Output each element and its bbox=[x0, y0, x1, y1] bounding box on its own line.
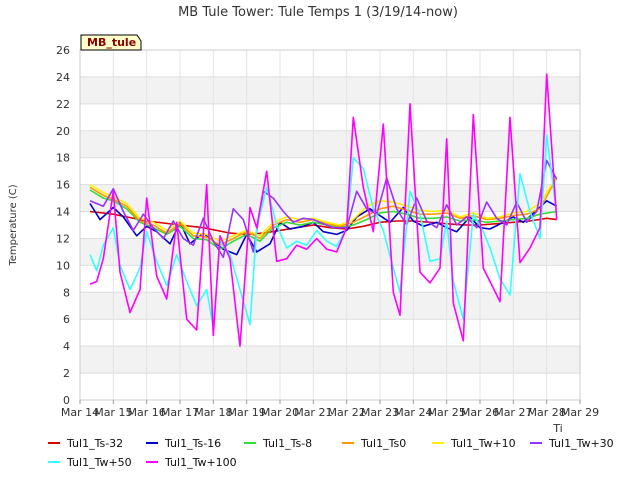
plot-band bbox=[80, 130, 580, 158]
series-line-tul1-tw-100 bbox=[89, 73, 558, 348]
series-lines bbox=[89, 73, 558, 348]
x-tick-label: Mar 19 bbox=[228, 406, 266, 419]
plot-band bbox=[80, 292, 580, 320]
plot-band bbox=[80, 157, 580, 185]
y-tick-label: 24 bbox=[56, 71, 70, 84]
y-tick-label: 20 bbox=[56, 125, 70, 138]
x-tick-label: Mar 26 bbox=[461, 406, 499, 419]
x-tick-label: Mar 28 bbox=[528, 406, 566, 419]
x-tick-label: Mar 14 bbox=[61, 406, 99, 419]
y-tick-label: 8 bbox=[63, 286, 70, 299]
plot-band bbox=[80, 319, 580, 347]
y-tick-label: 10 bbox=[56, 259, 70, 272]
y-axis-label: Temperature (C) bbox=[8, 184, 19, 266]
x-tick-label: Mar 18 bbox=[194, 406, 232, 419]
y-tick-label: 18 bbox=[56, 152, 70, 165]
x-tick-label: Mar 24 bbox=[394, 406, 432, 419]
legend-label: Tul1_Ts-8 bbox=[262, 437, 312, 450]
badge-shape bbox=[80, 34, 142, 51]
y-tick-label: 6 bbox=[63, 313, 70, 326]
x-tick-label: Mar 22 bbox=[328, 406, 366, 419]
y-tick-label: 0 bbox=[63, 394, 70, 407]
x-axis-label: Ti bbox=[552, 422, 562, 435]
plot-band bbox=[80, 373, 580, 400]
plot-band bbox=[80, 76, 580, 104]
legend-label: Tul1_Tw+50 bbox=[66, 456, 132, 469]
y-tick-label: 2 bbox=[63, 367, 70, 380]
badge-label: MB_tule bbox=[87, 36, 136, 49]
series-line-tul1-tw-10 bbox=[89, 176, 558, 242]
plot-band bbox=[80, 184, 580, 212]
y-tick-label: 12 bbox=[56, 232, 70, 245]
legend-label: Tul1_Ts0 bbox=[360, 437, 406, 450]
plot-band bbox=[80, 346, 580, 374]
x-tick-label: Mar 15 bbox=[94, 406, 132, 419]
chart-title: MB Tule Tower: Tule Temps 1 (3/19/14-now… bbox=[178, 5, 458, 20]
series-line-tul1-ts-8 bbox=[89, 189, 557, 250]
legend-label: Tul1_Tw+30 bbox=[548, 437, 614, 450]
legend-label: Tul1_Tw+10 bbox=[450, 437, 516, 450]
series-line-tul1-tw-50 bbox=[89, 134, 558, 329]
y-tick-label: 16 bbox=[56, 179, 70, 192]
x-tick-label: Mar 29 bbox=[561, 406, 599, 419]
legend-label: Tul1_Ts-32 bbox=[66, 437, 123, 450]
plot-frame bbox=[79, 49, 581, 401]
y-tick-label: 14 bbox=[56, 206, 70, 219]
x-tick-label: Mar 17 bbox=[161, 406, 199, 419]
x-tick-label: Mar 25 bbox=[428, 406, 466, 419]
plot-band bbox=[80, 50, 580, 77]
plot-band bbox=[80, 103, 580, 131]
x-tick-label: Mar 21 bbox=[294, 406, 332, 419]
x-tick-label: Mar 23 bbox=[361, 406, 399, 419]
station-badge: MB_tule bbox=[80, 34, 142, 51]
legend-label: Tul1_Tw+100 bbox=[164, 456, 237, 469]
y-tick-label: 4 bbox=[63, 340, 70, 353]
y-tick-label: 26 bbox=[56, 44, 70, 57]
y-tick-label: 22 bbox=[56, 98, 70, 111]
x-tick-label: Mar 27 bbox=[494, 406, 532, 419]
x-tick-label: Mar 20 bbox=[261, 406, 299, 419]
legend-label: Tul1_Ts-16 bbox=[164, 437, 221, 450]
x-tick-label: Mar 16 bbox=[128, 406, 166, 419]
legend: Tul1_Ts-32 Tul1_Ts-16 Tul1_Ts-8 Tul1_Ts0 Tul… bbox=[48, 437, 614, 469]
